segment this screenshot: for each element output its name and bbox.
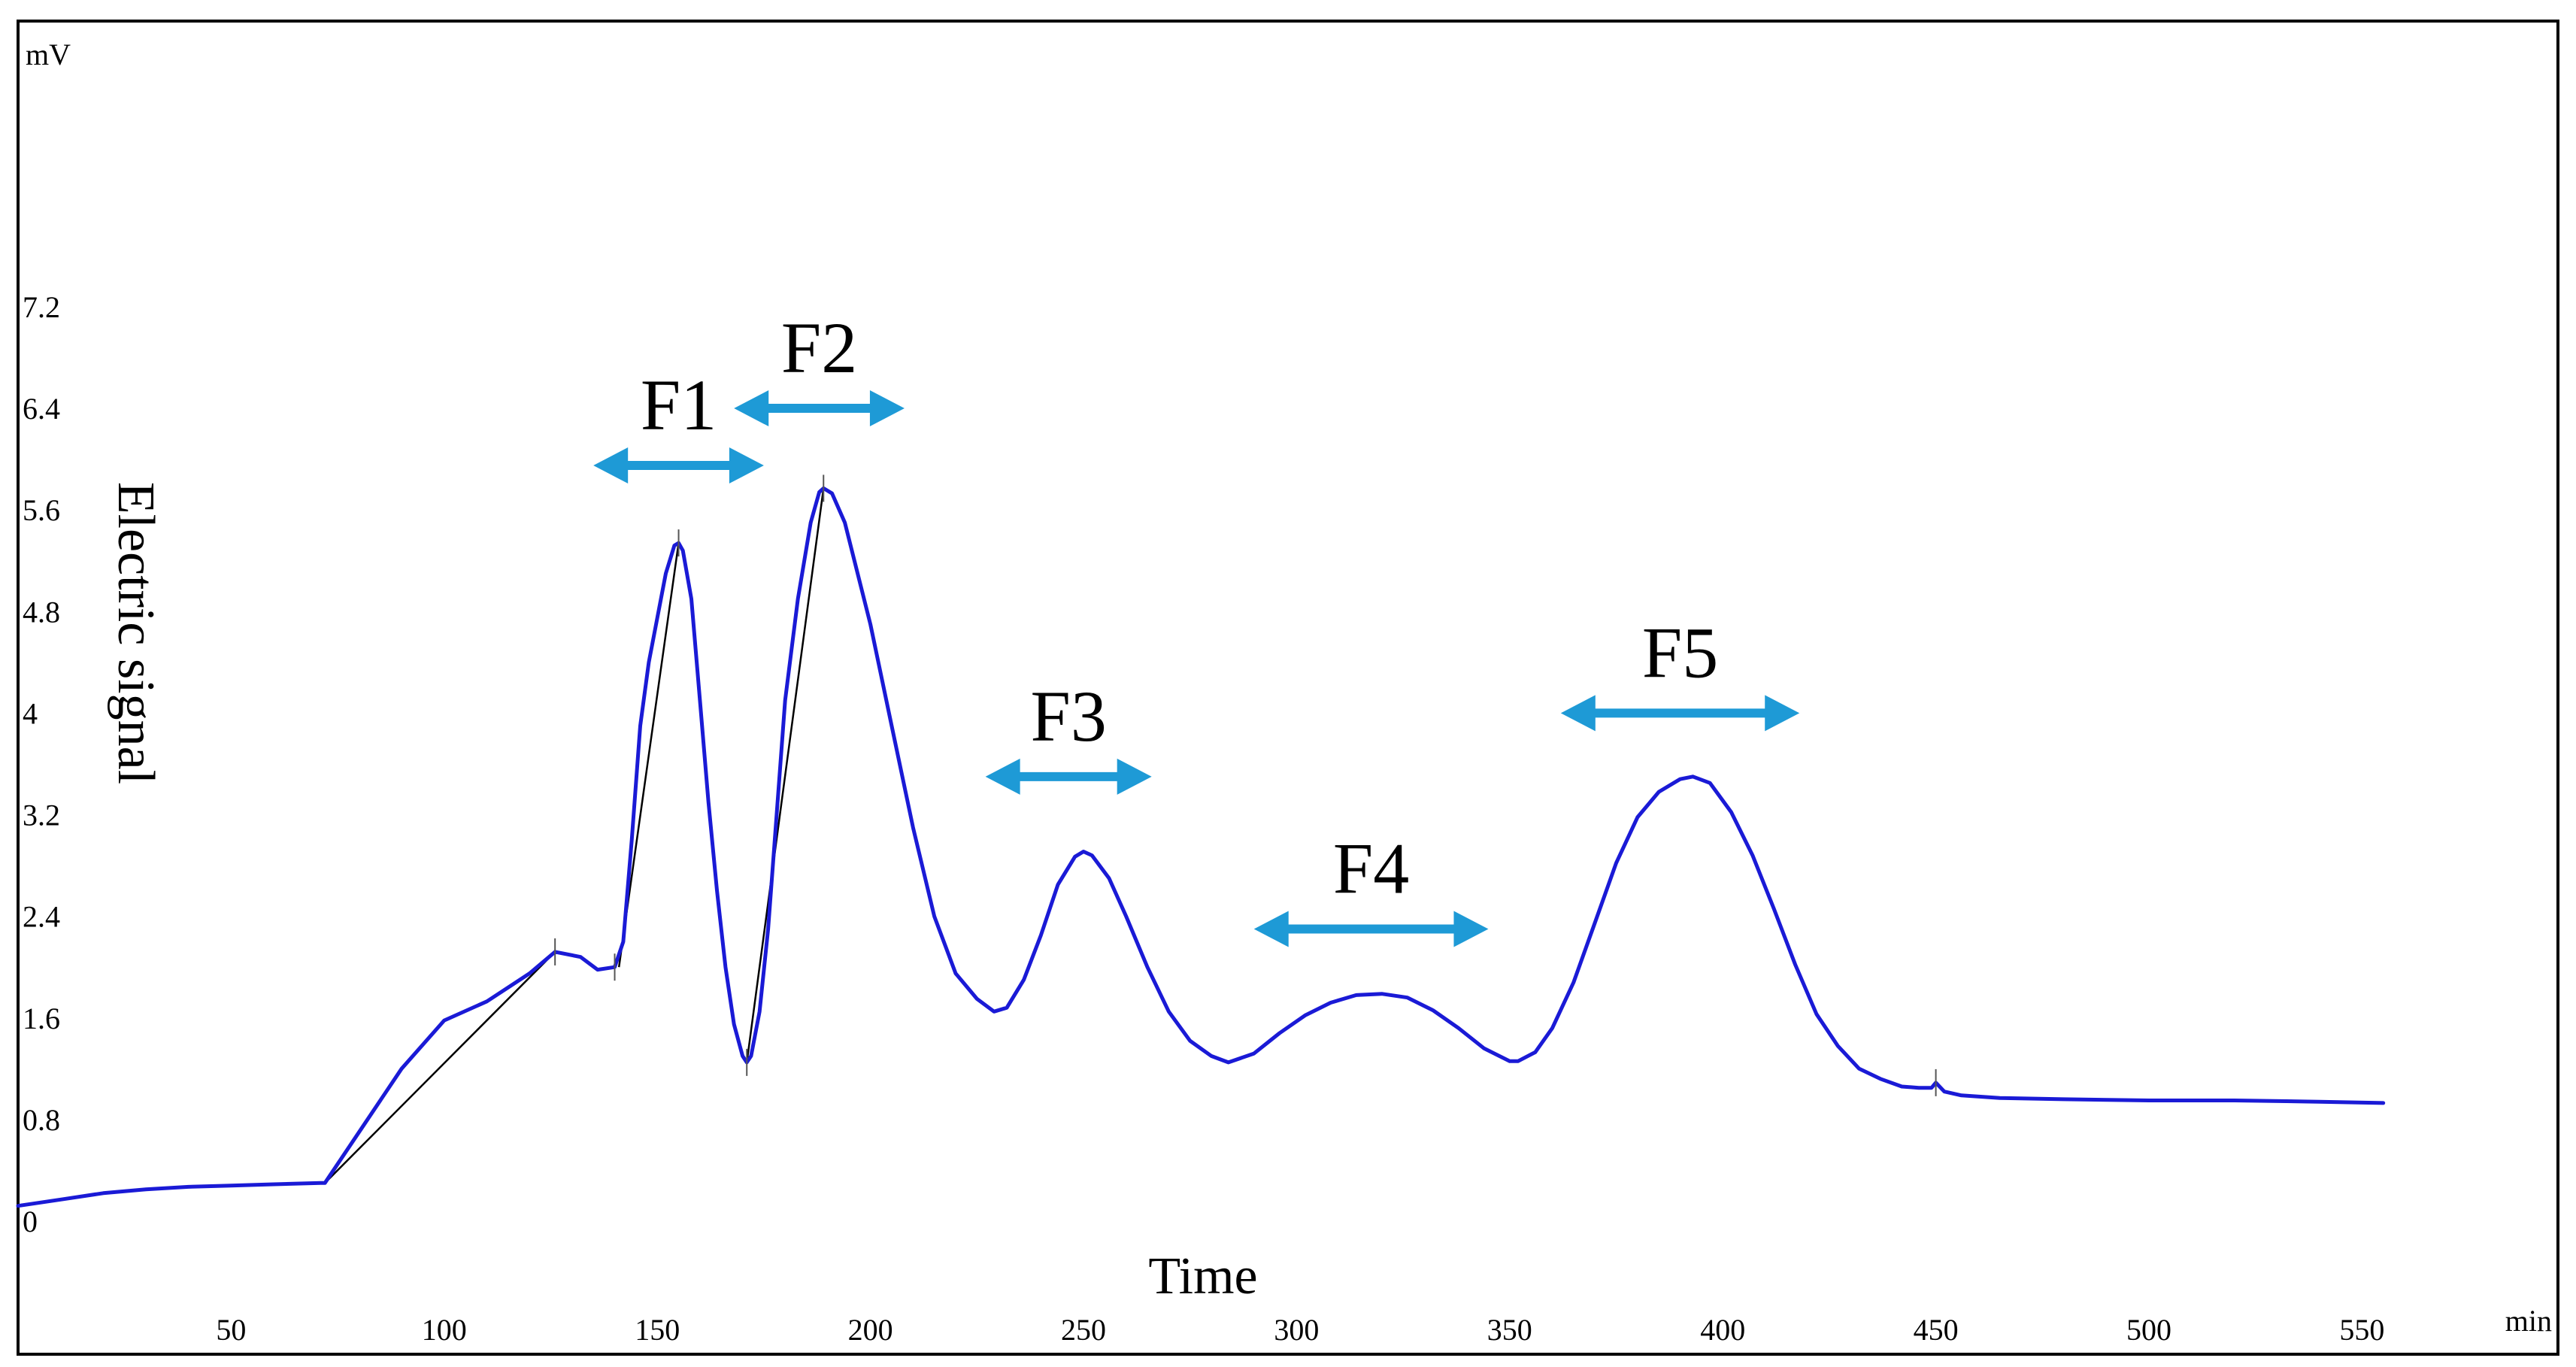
x-tick-label: 550: [2339, 1313, 2384, 1347]
x-axis-title: Time: [1148, 1247, 1257, 1305]
y-tick-label: 6.4: [23, 392, 60, 426]
x-tick-label: 150: [635, 1313, 680, 1347]
y-tick-label: 4.8: [23, 595, 60, 629]
fraction-annotations: F1 F2 F3 F4 F5: [593, 308, 1800, 947]
annotation-label: F4: [1333, 829, 1409, 909]
x-tick-label: 500: [2126, 1313, 2171, 1347]
signal-line: [16, 486, 2386, 1208]
annotation-arrow-head-right: [729, 447, 764, 484]
x-tick-label: 200: [848, 1313, 893, 1347]
y-tick-label: 0: [23, 1205, 38, 1238]
x-tick-label: 450: [1914, 1313, 1959, 1347]
x-tick-label: 250: [1061, 1313, 1106, 1347]
annotation-label: F2: [781, 308, 857, 388]
y-unit-label: mV: [26, 38, 71, 71]
annotation-arrow-head-left: [734, 390, 769, 427]
y-tick-label: 3.2: [23, 799, 60, 832]
x-tick-label: 100: [422, 1313, 467, 1347]
baseline-segments: [324, 488, 825, 1184]
baseline-segment: [745, 488, 825, 1063]
x-tick-labels: 50 100 150 200 250 300 350 400 450 500 550: [216, 1313, 2384, 1347]
y-tick-labels: 0 0.8 1.6 2.4 3.2 4 4.8 5.6 6.4 7.2: [23, 290, 60, 1238]
y-tick-label: 4: [23, 696, 38, 730]
y-tick-label: 7.2: [23, 290, 60, 324]
annotation-arrow-head-right: [1117, 758, 1152, 795]
annotation-arrow-head-right: [1765, 695, 1800, 732]
y-axis-title: Electric signal: [107, 482, 165, 784]
y-tick-label: 2.4: [23, 900, 60, 934]
annotation-arrow-head-right: [1453, 911, 1489, 947]
x-unit-label: min: [2505, 1304, 2552, 1338]
y-tick-label: 0.8: [23, 1103, 60, 1137]
x-tick-label: 300: [1274, 1313, 1319, 1347]
annotation-label: F3: [1030, 676, 1106, 756]
annotation-arrow-head-left: [985, 758, 1020, 795]
series-layer: [16, 474, 2386, 1208]
baseline-segment: [324, 951, 556, 1184]
x-tick-label: 50: [216, 1313, 246, 1347]
x-tick-label: 350: [1487, 1313, 1532, 1347]
annotation-arrow-head-right: [869, 390, 905, 427]
annotation-arrow-head-left: [593, 447, 629, 484]
plot-frame: [17, 20, 2559, 1356]
annotation-arrow-head-left: [1560, 695, 1596, 732]
annotation-label: F5: [1642, 612, 1718, 693]
y-tick-label: 5.6: [23, 493, 60, 527]
x-tick-label: 400: [1700, 1313, 1745, 1347]
y-tick-label: 1.6: [23, 1002, 60, 1035]
annotation-label: F1: [641, 365, 717, 445]
annotation-arrow-head-left: [1253, 911, 1289, 947]
